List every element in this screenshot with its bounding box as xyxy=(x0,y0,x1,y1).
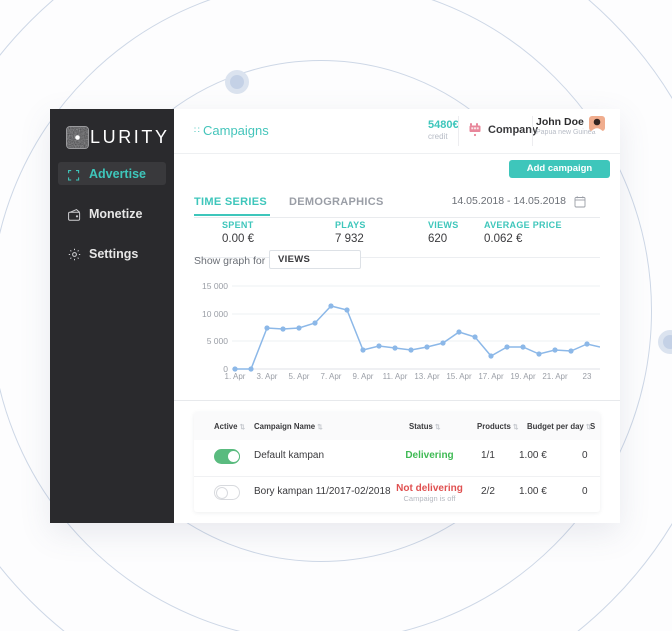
svg-text:5 000: 5 000 xyxy=(207,336,229,346)
svg-text:1. Apr: 1. Apr xyxy=(225,372,246,381)
svg-text:15. Apr: 15. Apr xyxy=(446,372,472,381)
svg-text:23: 23 xyxy=(583,372,592,381)
svg-text:21. Apr: 21. Apr xyxy=(542,372,568,381)
svg-text:13. Apr: 13. Apr xyxy=(414,372,440,381)
svg-text:5. Apr: 5. Apr xyxy=(289,372,310,381)
svg-text:3. Apr: 3. Apr xyxy=(257,372,278,381)
svg-text:15 000: 15 000 xyxy=(202,281,228,291)
svg-text:11. Apr: 11. Apr xyxy=(383,372,408,381)
svg-text:17. Apr: 17. Apr xyxy=(478,372,504,381)
svg-text:7. Apr: 7. Apr xyxy=(321,372,342,381)
svg-text:10 000: 10 000 xyxy=(202,309,228,319)
svg-text:9. Apr: 9. Apr xyxy=(353,372,374,381)
svg-text:19. Apr: 19. Apr xyxy=(510,372,536,381)
